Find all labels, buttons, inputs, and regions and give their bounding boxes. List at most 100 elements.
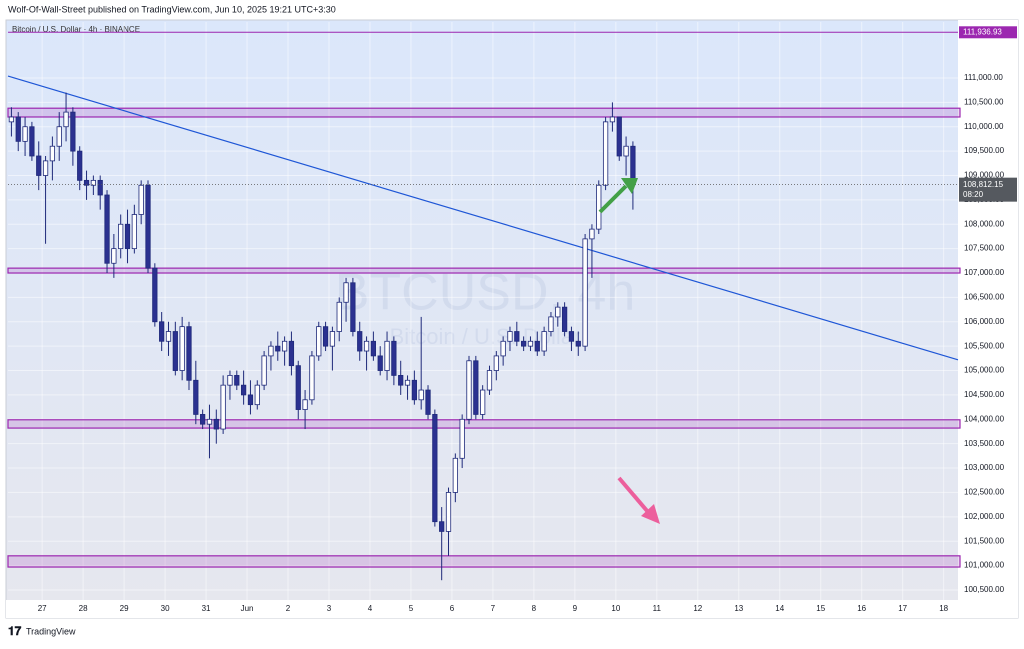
candle-body	[541, 331, 547, 352]
candle-body	[281, 340, 288, 352]
y-tick-label: 108,000.00	[964, 219, 1005, 228]
candle-body	[124, 223, 131, 250]
x-tick-label: 18	[939, 604, 948, 613]
x-tick-label: 11	[653, 604, 662, 613]
pink-arrow	[617, 476, 650, 514]
x-tick-label: 28	[79, 604, 88, 613]
candle-body	[466, 360, 472, 420]
candle-body	[459, 418, 465, 459]
x-tick-label: 29	[120, 604, 129, 613]
x-tick-label: 13	[734, 604, 743, 613]
zone	[7, 267, 961, 274]
x-tick-label: 4	[368, 604, 373, 613]
candle-body	[118, 223, 124, 250]
candle-body	[70, 111, 76, 152]
candle-body	[343, 282, 349, 303]
y-tick-label: 104,000.00	[964, 414, 1005, 423]
candle-body	[247, 394, 254, 406]
candle-body	[200, 414, 206, 425]
candle-body	[432, 414, 438, 523]
candle-body	[104, 194, 110, 264]
candle-body	[193, 379, 199, 415]
candle-body	[439, 521, 445, 532]
y-tick-label: 104,500.00	[964, 390, 1005, 399]
y-tick-label: 101,000.00	[964, 561, 1005, 570]
y-tick-label: 110,000.00	[964, 122, 1004, 131]
candle-body	[63, 111, 69, 128]
candle-body	[241, 384, 247, 396]
candle-body	[602, 121, 609, 186]
candle-body	[384, 340, 390, 371]
plot: 100,500.00 101,000.00 101,500.00 102,000.00…	[6, 20, 1018, 618]
candle-body	[268, 345, 274, 357]
y-tick-label: 110,500.00	[964, 97, 1004, 106]
footer: TradingView	[26, 626, 76, 636]
candle-body	[36, 155, 42, 176]
candle-body	[83, 179, 90, 186]
candle-body	[165, 331, 172, 342]
x-tick-label: 10	[611, 604, 620, 613]
candle-body	[493, 355, 499, 371]
candle-body	[261, 355, 267, 386]
last-price-label: 108,812.15	[963, 180, 1004, 189]
candle-body	[404, 379, 411, 386]
symbol: Bitcoin / U.S. Dollar · 4h · BINANCE	[12, 25, 140, 34]
y-tick-label: 100,500.00	[964, 585, 1005, 594]
candle-body	[527, 340, 534, 347]
zone	[7, 107, 961, 118]
y-tick-label: 107,000.00	[964, 268, 1005, 277]
plot-bg	[5, 19, 1019, 619]
candle-body	[370, 340, 377, 357]
candle-body	[159, 321, 165, 342]
candle-body	[507, 331, 513, 342]
x-tick-label: 8	[532, 604, 537, 613]
candle-body	[288, 340, 295, 367]
candle-body	[97, 179, 103, 196]
candle-body	[445, 492, 452, 532]
candle-body	[227, 375, 233, 386]
trendline	[7, 75, 959, 361]
candle-body	[500, 340, 506, 357]
candle-body	[582, 238, 588, 347]
candle-body	[309, 355, 315, 401]
header: Wolf-Of-Wall-Street published on Trading…	[8, 4, 336, 14]
candle-body	[90, 179, 96, 186]
candle-body	[568, 331, 575, 342]
price-axis	[958, 20, 1018, 600]
green-arrow-head	[621, 178, 638, 194]
time-axis	[6, 600, 1018, 618]
candle-body	[377, 355, 383, 371]
y-tick-label: 105,000.00	[964, 366, 1005, 375]
x-tick-label: 7	[491, 604, 496, 613]
candle-body	[480, 389, 486, 415]
y-tick-label: 102,000.00	[964, 512, 1005, 521]
x-tick-label: 3	[327, 604, 332, 613]
candle-body	[15, 116, 21, 142]
candle-body	[22, 126, 28, 142]
x-tick-label: 6	[450, 604, 455, 613]
candle-body	[411, 379, 417, 401]
x-tick-label: 9	[573, 604, 578, 613]
y-tick-label: 109,000.00	[964, 171, 1005, 180]
candle-body	[77, 150, 83, 181]
x-tick-label: 17	[898, 604, 907, 613]
candle-body	[316, 326, 322, 357]
x-tick-label: 30	[161, 604, 170, 613]
candle-body	[138, 184, 144, 215]
last-price-tag	[959, 177, 1017, 202]
x-tick-label: 15	[816, 604, 825, 613]
candle-body	[145, 184, 151, 269]
x-tick-label: 12	[693, 604, 702, 613]
candle-body	[206, 418, 213, 425]
candle-body	[391, 340, 397, 376]
candle-body	[357, 331, 363, 352]
x-tick-label: 14	[775, 604, 784, 613]
y-tick-label: 106,500.00	[964, 293, 1005, 302]
y-tick-label: 109,500.00	[964, 146, 1005, 155]
candle-body	[555, 306, 561, 318]
candle-body	[29, 126, 35, 157]
candle-body	[234, 375, 240, 386]
y-tick-label: 101,500.00	[964, 536, 1005, 545]
candle-body	[418, 389, 424, 401]
